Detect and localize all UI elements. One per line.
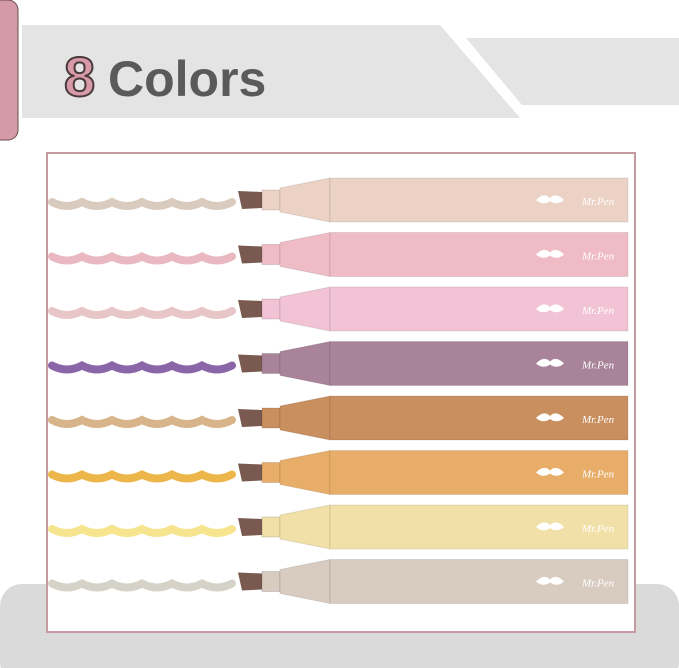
logo-icon [536,195,564,204]
barrel [329,177,629,223]
brand-label: Mr.Pen [581,523,615,535]
logo-icon [536,249,564,258]
ink-stroke [48,360,236,374]
brand-label: Mr.Pen [581,469,615,481]
logo-icon [536,467,564,476]
ink-stroke [48,578,236,592]
barrel [329,504,629,550]
brand-label: Mr.Pen [581,196,615,208]
collar [261,244,281,265]
nib [238,518,262,536]
logo-icon [536,576,564,585]
brand-label: Mr.Pen [581,305,615,317]
marker: Mr.Pen [48,449,629,496]
barrel [329,450,629,495]
brand-label: Mr.Pen [581,414,615,426]
brand-label: Mr.Pen [581,251,615,263]
barrel [329,232,629,277]
side-tab [0,0,19,141]
ink-stroke [48,469,236,483]
markers: Mr.Pen Mr.Pen Mr.Pen Mr.Pen Mr.Pen Mr.Pen Mr.P… [48,177,629,605]
barrel [329,286,629,332]
banner [22,25,520,118]
banner-tail [466,38,679,105]
collar [261,571,281,592]
ink-stroke [48,197,236,210]
ink-stroke [48,415,236,428]
barrel [329,559,629,604]
barrel [329,341,629,386]
nib [238,354,262,373]
marker: Mr.Pen [48,340,629,387]
nib [238,191,262,209]
ink-stroke [48,524,236,537]
logo-icon [536,522,564,531]
brand-label: Mr.Pen [581,578,615,590]
title: Colors [108,51,266,107]
collar [261,407,281,429]
marker: Mr.Pen [48,286,629,332]
nib [238,572,262,591]
marker: Mr.Pen [48,504,629,550]
barrel [329,395,629,441]
collar [261,353,281,374]
nib [238,300,262,318]
logo-icon [536,304,564,313]
ink-stroke [48,306,236,319]
marker: Mr.Pen [48,558,629,605]
collar [261,462,281,483]
ink-stroke [48,251,236,265]
logo-icon [536,413,564,422]
nib [238,245,262,264]
collar [261,516,281,538]
logo-icon [536,358,564,367]
collar [261,189,281,211]
nib [238,463,262,482]
count: 8 [64,45,95,108]
collar [261,298,281,320]
marker: Mr.Pen [48,231,629,278]
marker: Mr.Pen [48,177,629,223]
brand-label: Mr.Pen [581,360,615,372]
nib [238,409,262,427]
marker: Mr.Pen [48,395,629,441]
